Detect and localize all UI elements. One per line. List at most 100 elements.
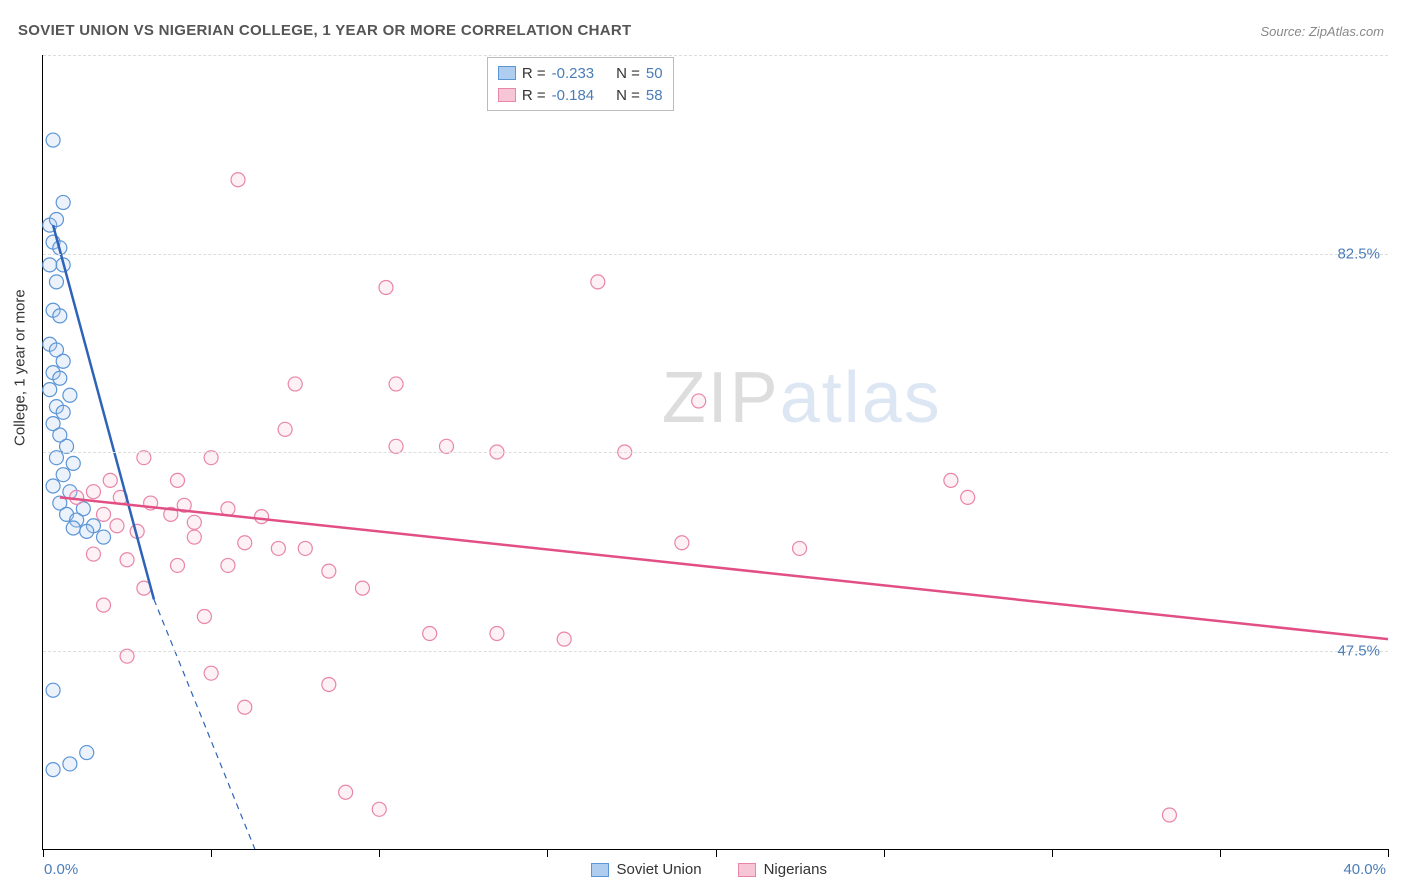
gridline-h [43, 651, 1388, 652]
scatter-point [372, 802, 386, 816]
x-tick-min: 0.0% [44, 861, 78, 878]
scatter-point [231, 173, 245, 187]
source-attribution: Source: ZipAtlas.com [1260, 24, 1384, 39]
r-value-soviet: -0.233 [552, 65, 595, 82]
scatter-point [221, 558, 235, 572]
scatter-point [86, 485, 100, 499]
r-label: R = [522, 87, 546, 104]
x-tick [716, 849, 717, 857]
scatter-point [56, 354, 70, 368]
scatter-point [56, 195, 70, 209]
scatter-point [197, 609, 211, 623]
scatter-point [103, 473, 117, 487]
scatter-point [187, 530, 201, 544]
scatter-point [591, 275, 605, 289]
scatter-point [944, 473, 958, 487]
scatter-point [56, 405, 70, 419]
x-tick [379, 849, 380, 857]
scatter-point [271, 541, 285, 555]
scatter-point [379, 281, 393, 295]
legend-row-soviet: R = -0.233 N = 50 [498, 62, 663, 84]
scatter-point [66, 521, 80, 535]
legend-row-nigerian: R = -0.184 N = 58 [498, 84, 663, 106]
scatter-point [120, 553, 134, 567]
scatter-point [793, 541, 807, 555]
scatter-point [490, 626, 504, 640]
y-tick-label: 82.5% [1337, 245, 1380, 262]
x-tick [884, 849, 885, 857]
scatter-point [339, 785, 353, 799]
scatter-point [298, 541, 312, 555]
scatter-point [66, 456, 80, 470]
scatter-point [187, 515, 201, 529]
x-tick [1220, 849, 1221, 857]
r-value-nigerian: -0.184 [552, 87, 595, 104]
plot-area: ZIPatlas R = -0.233 N = 50 R = -0.184 N … [42, 55, 1388, 850]
scatter-point [1162, 808, 1176, 822]
correlation-legend: R = -0.233 N = 50 R = -0.184 N = 58 [487, 57, 674, 111]
scatter-point [49, 275, 63, 289]
scatter-point [70, 490, 84, 504]
x-tick [547, 849, 548, 857]
chart-title: SOVIET UNION VS NIGERIAN COLLEGE, 1 YEAR… [18, 22, 631, 39]
scatter-point [86, 547, 100, 561]
gridline-h [43, 55, 1388, 56]
scatter-point [97, 598, 111, 612]
n-value-nigerian: 58 [646, 87, 663, 104]
r-label: R = [522, 65, 546, 82]
legend-label-nigerian: Nigerians [764, 861, 827, 878]
scatter-point [46, 479, 60, 493]
scatter-point [389, 377, 403, 391]
scatter-point [171, 558, 185, 572]
n-label: N = [616, 87, 640, 104]
scatter-point [557, 632, 571, 646]
scatter-point [63, 757, 77, 771]
scatter-point [63, 388, 77, 402]
scatter-point [56, 468, 70, 482]
x-tick [1052, 849, 1053, 857]
chart-container: SOVIET UNION VS NIGERIAN COLLEGE, 1 YEAR… [0, 0, 1406, 892]
scatter-point [110, 519, 124, 533]
scatter-point [53, 371, 67, 385]
scatter-point [322, 678, 336, 692]
n-label: N = [616, 65, 640, 82]
scatter-point [238, 700, 252, 714]
scatter-point [53, 309, 67, 323]
scatter-point [238, 536, 252, 550]
scatter-point [46, 763, 60, 777]
trend-line [60, 497, 1388, 639]
scatter-point [278, 422, 292, 436]
x-tick-max: 40.0% [1343, 861, 1386, 878]
scatter-point [80, 746, 94, 760]
swatch-nigerian-bottom [738, 863, 756, 877]
scatter-point [423, 626, 437, 640]
legend-label-soviet: Soviet Union [617, 861, 702, 878]
scatter-point [675, 536, 689, 550]
scatter-point [80, 524, 94, 538]
scatter-point [43, 258, 57, 272]
gridline-h [43, 254, 1388, 255]
scatter-point [355, 581, 369, 595]
series-legend: Soviet Union Nigerians [591, 861, 827, 878]
scatter-point [97, 530, 111, 544]
x-tick [43, 849, 44, 857]
scatter-point [46, 683, 60, 697]
scatter-point [97, 507, 111, 521]
x-tick [211, 849, 212, 857]
scatter-point [171, 473, 185, 487]
scatter-point [46, 133, 60, 147]
scatter-point [961, 490, 975, 504]
gridline-h [43, 452, 1388, 453]
scatter-point [204, 666, 218, 680]
n-value-soviet: 50 [646, 65, 663, 82]
y-axis-label: College, 1 year or more [12, 289, 29, 446]
y-tick-label: 47.5% [1337, 642, 1380, 659]
swatch-nigerian [498, 88, 516, 102]
scatter-point [255, 510, 269, 524]
scatter-point [49, 212, 63, 226]
swatch-soviet-bottom [591, 863, 609, 877]
scatter-point [43, 383, 57, 397]
scatter-point [322, 564, 336, 578]
trend-line-extension [154, 599, 255, 849]
scatter-point [288, 377, 302, 391]
